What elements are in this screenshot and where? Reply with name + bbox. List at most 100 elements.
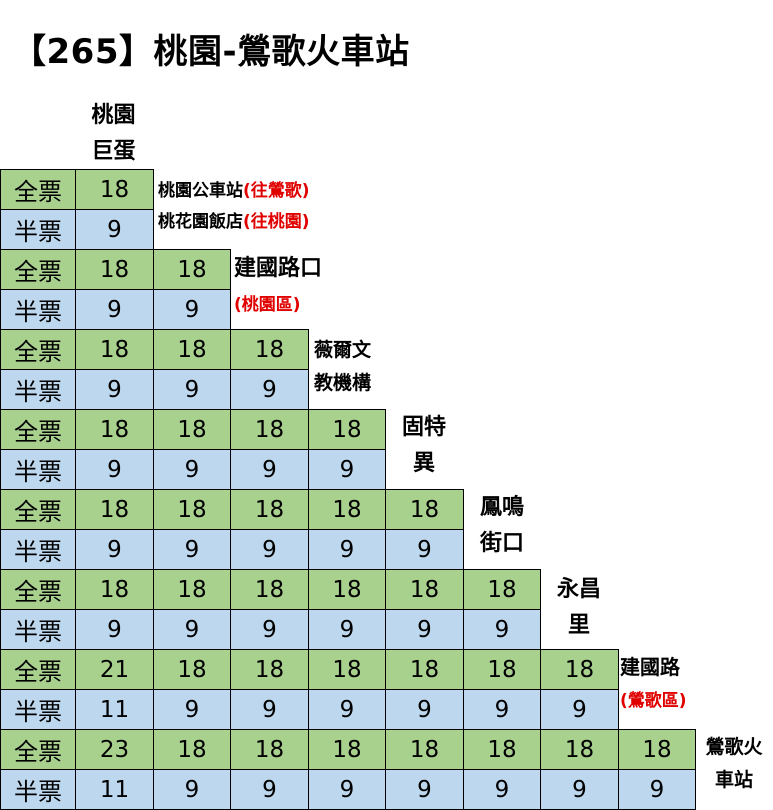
half-fare-cell: 9 xyxy=(230,529,309,570)
stop-name-line: 鳳鳴 xyxy=(480,490,524,526)
half-fare-label: 半票 xyxy=(0,289,76,330)
full-fare-cell: 18 xyxy=(75,489,154,530)
half-fare-cell: 11 xyxy=(75,689,154,730)
half-fare-cell: 9 xyxy=(308,769,386,810)
stop-name-text: 固特 xyxy=(401,415,446,440)
stop-name: 桃園 巨蛋 xyxy=(75,98,152,170)
half-fare-cell: 9 xyxy=(618,769,696,810)
half-fare-cell: 9 xyxy=(153,449,231,490)
half-fare-cell: 9 xyxy=(230,769,309,810)
stop-name-line: 街口 xyxy=(480,526,524,562)
stop-name-text: 街口 xyxy=(479,531,524,556)
full-fare-label: 全票 xyxy=(0,649,76,690)
half-fare-cell: 9 xyxy=(153,529,231,570)
half-fare-label: 半票 xyxy=(0,209,76,250)
full-fare-cell: 18 xyxy=(153,409,231,450)
half-fare-label: 半票 xyxy=(0,449,76,490)
stop-name-text: 永昌 xyxy=(556,577,601,602)
half-fare-cell: 9 xyxy=(463,769,541,810)
stop-district-note: (鶯歌區) xyxy=(620,691,687,711)
stop-name-line: 教機構 xyxy=(314,367,371,400)
stop-name-line: 建國路口 xyxy=(234,251,322,287)
half-fare-cell: 9 xyxy=(308,449,386,490)
full-fare-cell: 18 xyxy=(308,409,386,450)
stop-name-text: 車站 xyxy=(714,769,753,791)
half-fare-cell: 11 xyxy=(75,769,154,810)
full-fare-label: 全票 xyxy=(0,329,76,370)
full-fare-cell: 18 xyxy=(230,329,309,370)
full-fare-cell: 18 xyxy=(618,729,696,770)
full-fare-cell: 18 xyxy=(153,329,231,370)
stop-name-text: 里 xyxy=(567,613,590,638)
full-fare-cell: 18 xyxy=(153,729,231,770)
stop-name-text: 異 xyxy=(412,451,435,476)
stop-name-line: 桃園 xyxy=(91,98,135,134)
half-fare-cell: 9 xyxy=(230,369,309,410)
stop-name: 建國路 (鶯歌區) xyxy=(620,652,720,716)
stop-name-line: 永昌 xyxy=(557,572,601,608)
stop-name-line: 固特 xyxy=(402,410,446,446)
full-fare-label: 全票 xyxy=(0,569,76,610)
full-fare-cell: 18 xyxy=(75,169,154,210)
stop-name-line: 鶯歌火 xyxy=(705,731,762,764)
full-fare-label: 全票 xyxy=(0,169,76,210)
half-fare-cell: 9 xyxy=(385,769,464,810)
full-fare-cell: 21 xyxy=(75,649,154,690)
half-fare-cell: 9 xyxy=(385,529,464,570)
full-fare-cell: 18 xyxy=(230,569,309,610)
stop-direction-note: (往鶯歌) xyxy=(243,181,310,201)
half-fare-label: 半票 xyxy=(0,369,76,410)
stop-name-text: 鶯歌火 xyxy=(705,736,763,758)
half-fare-cell: 9 xyxy=(75,529,154,570)
full-fare-cell: 18 xyxy=(308,569,386,610)
stop-name-line: 異 xyxy=(413,446,435,482)
full-fare-cell: 18 xyxy=(153,249,231,290)
full-fare-label: 全票 xyxy=(0,409,76,450)
half-fare-cell: 9 xyxy=(75,369,154,410)
half-fare-cell: 9 xyxy=(385,609,464,650)
half-fare-cell: 9 xyxy=(75,209,154,250)
full-fare-cell: 18 xyxy=(230,729,309,770)
half-fare-cell: 9 xyxy=(308,529,386,570)
full-fare-cell: 18 xyxy=(540,729,619,770)
full-fare-cell: 18 xyxy=(153,649,231,690)
stop-name-line: 車站 xyxy=(715,764,753,797)
half-fare-label: 半票 xyxy=(0,769,76,810)
stop-name-text: 桃園公車站 xyxy=(158,181,243,201)
stop-name: 鶯歌火 車站 xyxy=(698,732,770,796)
full-fare-label: 全票 xyxy=(0,489,76,530)
half-fare-cell: 9 xyxy=(308,609,386,650)
full-fare-cell: 18 xyxy=(463,649,541,690)
half-fare-cell: 9 xyxy=(75,609,154,650)
full-fare-cell: 18 xyxy=(308,489,386,530)
full-fare-label: 全票 xyxy=(0,249,76,290)
full-fare-cell: 18 xyxy=(230,489,309,530)
full-fare-cell: 18 xyxy=(153,569,231,610)
stop-name: 永昌里 xyxy=(543,572,615,644)
stop-name-text: 建國路口 xyxy=(234,256,323,281)
half-fare-cell: 9 xyxy=(463,609,541,650)
full-fare-cell: 18 xyxy=(75,569,154,610)
half-fare-cell: 9 xyxy=(153,289,231,330)
half-fare-cell: 9 xyxy=(153,369,231,410)
half-fare-cell: 9 xyxy=(230,609,309,650)
stop-name-line: 薇爾文 xyxy=(314,334,371,367)
stop-name-line: 巨蛋 xyxy=(91,134,135,170)
half-fare-cell: 9 xyxy=(540,689,619,730)
half-fare-cell: 9 xyxy=(385,689,464,730)
full-fare-cell: 18 xyxy=(75,329,154,370)
stop-name-line: 桃園公車站(往鶯歌) xyxy=(158,176,310,207)
half-fare-cell: 9 xyxy=(153,609,231,650)
stop-name-text: 教機構 xyxy=(314,372,372,394)
stop-name-text: 薇爾文 xyxy=(314,339,372,361)
full-fare-cell: 18 xyxy=(463,729,541,770)
stop-name-text: 鳳鳴 xyxy=(479,495,524,520)
stop-name: 建國路口 (桃園區) xyxy=(234,255,364,319)
full-fare-cell: 23 xyxy=(75,729,154,770)
stop-name-text: 建國路 xyxy=(620,655,680,679)
half-fare-cell: 9 xyxy=(308,689,386,730)
stop-name: 固特異 xyxy=(388,412,460,480)
full-fare-cell: 18 xyxy=(385,569,464,610)
full-fare-cell: 18 xyxy=(385,729,464,770)
stop-name-line: 桃花園飯店(往桃園) xyxy=(158,207,310,238)
